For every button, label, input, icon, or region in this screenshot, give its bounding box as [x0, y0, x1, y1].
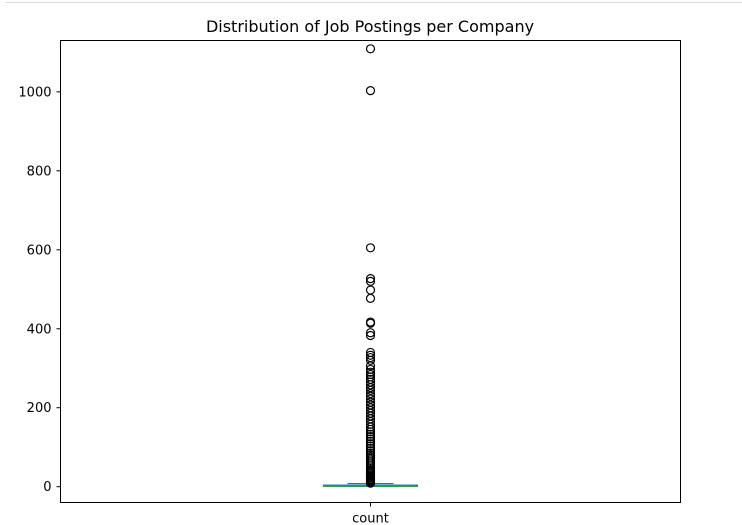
outlier-point: [365, 434, 376, 444]
outlier-point: [365, 478, 376, 488]
outlier-point: [365, 427, 376, 437]
outlier-point: [365, 385, 376, 395]
x-axis: count: [352, 502, 389, 525]
outlier-point: [365, 424, 376, 435]
y-axis: 0 200 400 600 800 1000: [18, 85, 61, 495]
outlier-point: [365, 330, 376, 341]
y-tick-label: 600: [27, 243, 52, 258]
outlier-point: [365, 422, 376, 432]
outlier-point: [365, 439, 376, 449]
outlier-point: [365, 382, 376, 393]
outlier-point: [365, 429, 376, 439]
outlier-point: [365, 431, 376, 442]
outlier-point: [365, 380, 376, 390]
outlier-point: [365, 436, 376, 446]
outlier-point: [365, 350, 376, 360]
outlier-point: [365, 86, 376, 96]
outlier-point: [365, 441, 376, 451]
y-tick-label: 800: [27, 164, 52, 179]
window-top-border: [5, 0, 742, 3]
outlier-point: [365, 243, 376, 253]
y-tick-label: 200: [27, 401, 52, 416]
chart-title: Distribution of Job Postings per Company: [206, 17, 534, 36]
outlier-point: [365, 355, 376, 365]
outlier-point: [365, 367, 376, 377]
outlier-point: [365, 44, 376, 54]
outlier-point: [365, 276, 376, 286]
outlier-point: [365, 285, 376, 295]
outlier-point: [365, 391, 376, 401]
outlier-point: [365, 443, 376, 454]
outlier-point: [365, 388, 376, 399]
outlier-points: [365, 44, 376, 488]
y-tick-label: 1000: [18, 85, 51, 100]
outlier-point: [365, 293, 376, 303]
outlier-point: [365, 274, 376, 284]
outlier-point: [365, 328, 376, 338]
y-tick-label: 0: [43, 480, 51, 495]
x-tick-label: count: [352, 512, 389, 525]
outlier-point: [365, 394, 376, 404]
outlier-point: [365, 361, 376, 371]
y-tick-label: 400: [27, 322, 52, 337]
outlier-point: [365, 318, 376, 328]
